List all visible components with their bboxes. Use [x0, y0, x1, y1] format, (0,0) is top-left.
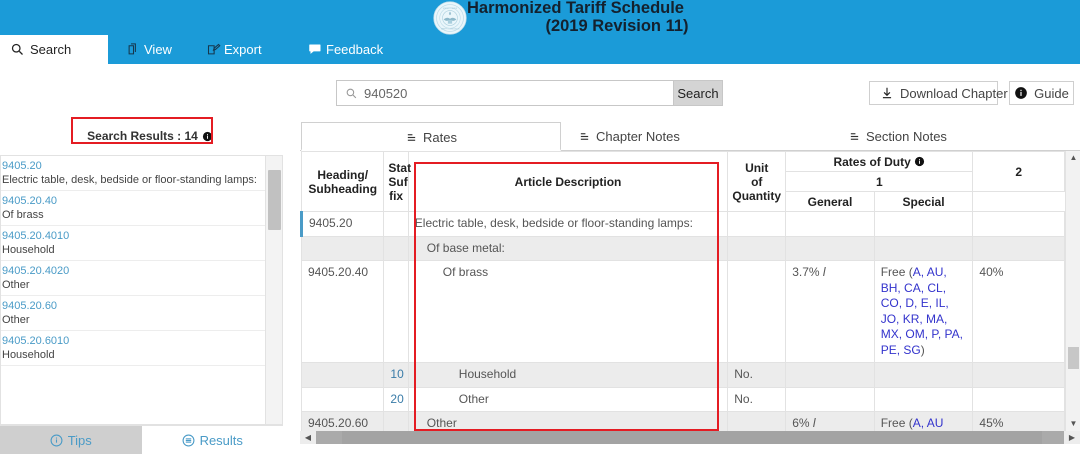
svg-text:TARIFF COMMISSION: TARIFF COMMISSION [441, 27, 460, 30]
svg-text:UNITED STATES: UNITED STATES [443, 7, 458, 10]
